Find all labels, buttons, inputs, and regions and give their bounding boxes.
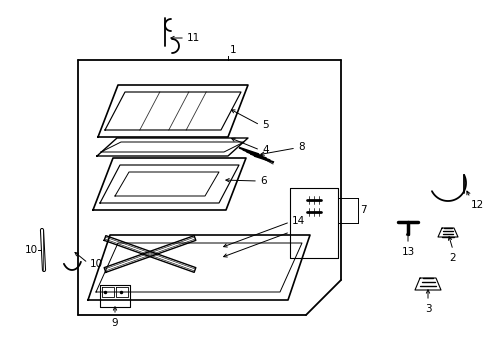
Text: 13: 13 (401, 247, 414, 257)
Text: 6: 6 (260, 176, 266, 186)
Text: 4: 4 (262, 145, 268, 155)
Text: 5: 5 (262, 120, 268, 130)
Text: 14: 14 (291, 216, 305, 226)
Text: 8: 8 (297, 142, 304, 152)
Text: 12: 12 (470, 200, 484, 210)
Text: 11: 11 (186, 33, 200, 43)
Text: 3: 3 (424, 304, 430, 314)
Text: 10: 10 (25, 245, 38, 255)
Text: 10: 10 (90, 259, 103, 269)
Text: 1: 1 (229, 45, 236, 55)
Text: 9: 9 (111, 318, 118, 328)
Text: 7: 7 (359, 205, 366, 215)
Text: 2: 2 (449, 253, 455, 263)
